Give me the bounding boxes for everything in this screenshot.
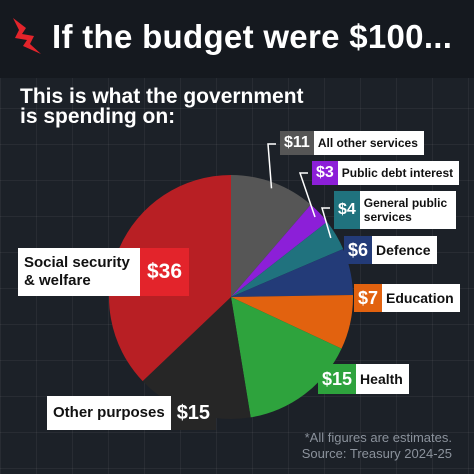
text-other-purposes: Other purposes [53, 404, 165, 421]
value-general-public-services: $4 [334, 191, 360, 229]
value-other-purposes: $15 [170, 396, 217, 430]
value-education: $7 [354, 284, 383, 312]
header-bar: If the budget were $100... [0, 0, 474, 78]
pie-slice-health [231, 297, 342, 418]
text-defence: Defence [376, 242, 431, 258]
text-social-security-welfare: Social security & welfare [24, 254, 130, 289]
text-all-other-services: All other services [317, 136, 418, 150]
value-social-security-welfare: $36 [140, 248, 190, 296]
pie-slice-education [231, 295, 353, 349]
label-other-purposes: Other purposes $15 [47, 396, 217, 430]
headline: If the budget were $100... [52, 18, 453, 55]
text-general-public-services: General public services [363, 196, 448, 224]
pie-slice-public-debt-interest [231, 204, 328, 297]
pie-slice-general-public-services [231, 221, 344, 297]
leader-line-2 [320, 207, 332, 239]
text-education: Education [386, 290, 454, 306]
leader-line-0 [267, 143, 276, 189]
value-all-other-services: $11 [280, 131, 314, 155]
value-defence: $6 [344, 236, 373, 264]
pie-slice-all-other-services [231, 175, 311, 297]
text-health: Health [360, 371, 403, 387]
pie-slice-defence [231, 248, 353, 297]
text-public-debt-interest: Public debt interest [341, 166, 454, 180]
label-health: $15 Health [318, 364, 409, 394]
subtitle-line-2: is spending on: [20, 105, 176, 128]
label-all-other-services: $11 All other services [280, 131, 424, 155]
value-public-debt-interest: $3 [312, 161, 338, 185]
label-public-debt-interest: $3 Public debt interest [312, 161, 460, 185]
pie-slice-other-purposes [142, 297, 251, 419]
footnote-estimates: *All figures are estimates. [304, 430, 452, 445]
footnote: *All figures are estimates. Source: Trea… [302, 430, 452, 462]
footnote-source: Source: Treasury 2024-25 [301, 446, 452, 461]
label-general-public-services: $4 General public services [334, 191, 456, 229]
label-defence: $6 Defence [344, 236, 437, 264]
leader-line-1 [298, 172, 316, 218]
label-social-security-welfare: Social security & welfare $36 [18, 248, 190, 296]
value-health: $15 [318, 364, 357, 394]
label-education: $7 Education [354, 284, 460, 312]
sbs-logo-icon [13, 18, 41, 54]
subtitle-line-1: This is what the government [20, 85, 304, 108]
subtitle: This is what the government is spending … [20, 85, 304, 128]
